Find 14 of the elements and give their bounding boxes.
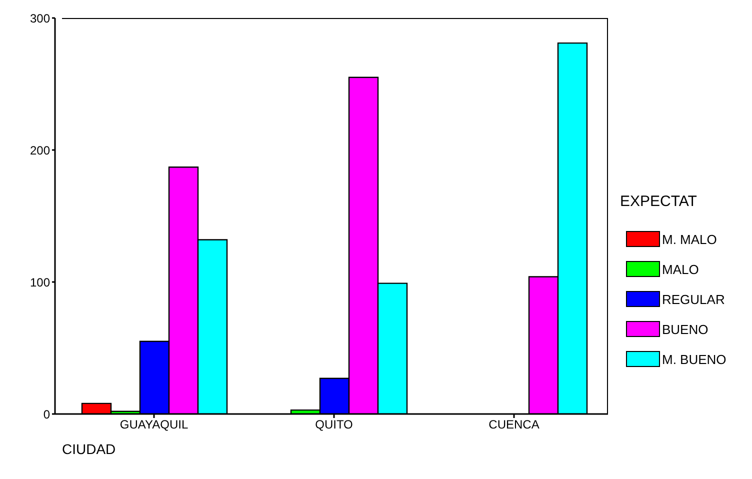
legend-label: BUENO	[662, 322, 708, 336]
legend-label: MALO	[662, 262, 699, 276]
x-tick-label: GUAYAQUIL	[120, 418, 188, 432]
x-tick-label: CUENCA	[488, 418, 540, 432]
y-tick-label: 300	[30, 11, 50, 26]
y-tick-label: 200	[30, 143, 50, 158]
legend-label: M. MALO	[662, 232, 717, 246]
legend-title: EXPECTAT	[620, 193, 698, 210]
x-tick-label: QUITO	[315, 418, 353, 432]
y-tick-label: 100	[30, 275, 50, 290]
x-axis-title: CIUDAD	[62, 441, 116, 457]
y-tick-label: 0	[43, 407, 50, 422]
legend-label: M. BUENO	[662, 352, 726, 366]
legend-label: REGULAR	[662, 292, 725, 306]
